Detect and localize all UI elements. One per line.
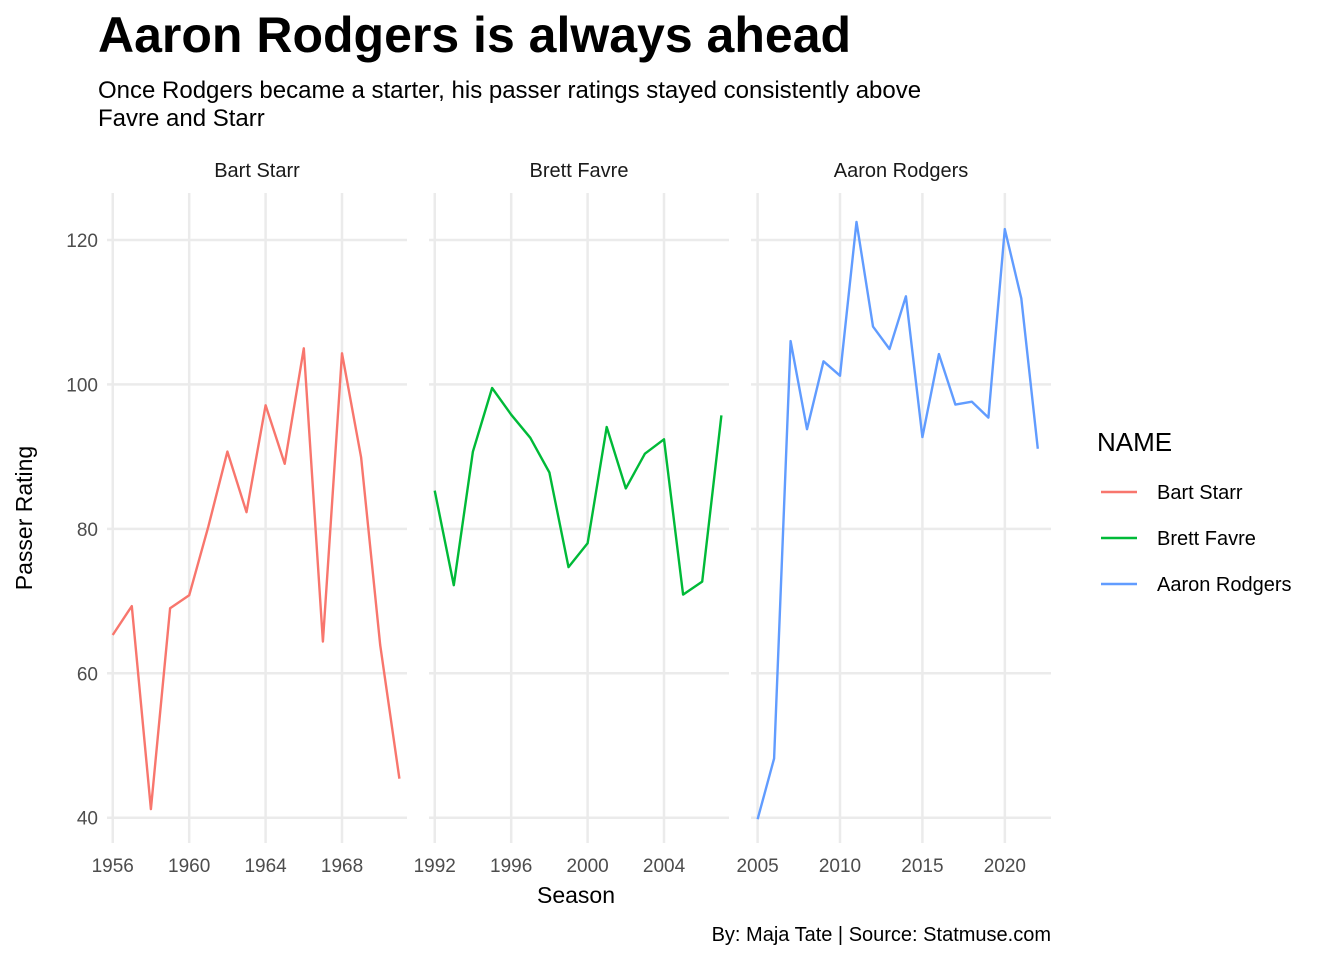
y-tick-label: 60 <box>77 664 98 685</box>
panel-brett-favre: 1992 1996 2000 2004 Brett Favre <box>414 160 729 877</box>
x-tick-label: 2020 <box>984 856 1026 877</box>
x-tick-label: 2005 <box>736 856 778 877</box>
series-line-bart-starr <box>111 347 401 811</box>
chart-caption: By: Maja Tate | Source: Statmuse.com <box>712 924 1051 946</box>
x-tick-label: 1992 <box>414 856 456 877</box>
chart-subtitle-line-2: Favre and Starr <box>98 105 265 132</box>
x-tick-label: 2015 <box>901 856 943 877</box>
y-tick-label: 40 <box>77 809 98 830</box>
x-tick-label: 2000 <box>566 856 608 877</box>
y-axis-title: Passer Rating <box>11 446 37 590</box>
facet-label-bart-starr: Bart Starr <box>214 160 300 182</box>
x-tick-label: 1964 <box>244 856 287 877</box>
legend-title: NAME <box>1097 427 1172 457</box>
legend-label-aaron-rodgers: Aaron Rodgers <box>1157 574 1292 596</box>
y-axis: 40 60 80 100 120 <box>66 231 98 830</box>
x-tick-label: 1956 <box>92 856 134 877</box>
y-tick-label: 80 <box>77 520 98 541</box>
x-tick-label: 1968 <box>321 856 363 877</box>
x-tick-label: 1960 <box>168 856 210 877</box>
series-line-aaron-rodgers <box>756 220 1039 820</box>
x-tick-label: 2004 <box>643 856 686 877</box>
y-tick-label: 100 <box>66 375 98 396</box>
facet-panels: 1956 1960 1964 1968 Bart Starr 1992 1996 2000 20… <box>92 160 1051 877</box>
facet-label-brett-favre: Brett Favre <box>530 160 629 182</box>
chart-subtitle-line-1: Once Rodgers became a starter, his passe… <box>98 77 921 104</box>
legend-label-bart-starr: Bart Starr <box>1157 482 1243 504</box>
series-line-brett-favre <box>433 386 723 596</box>
y-tick-label: 120 <box>66 231 98 252</box>
chart-title: Aaron Rodgers is always ahead <box>98 7 851 63</box>
panel-bart-starr: 1956 1960 1964 1968 Bart Starr <box>92 160 407 877</box>
x-tick-label: 2010 <box>819 856 861 877</box>
panel-aaron-rodgers: 2005 2010 2015 2020 Aaron Rodgers <box>736 160 1051 877</box>
legend-label-brett-favre: Brett Favre <box>1157 528 1256 550</box>
x-axis-title: Season <box>537 882 615 908</box>
legend: NAME Bart Starr Brett Favre Aaron Rodgers <box>1097 427 1292 596</box>
facet-label-aaron-rodgers: Aaron Rodgers <box>834 160 969 182</box>
x-tick-label: 1996 <box>490 856 532 877</box>
